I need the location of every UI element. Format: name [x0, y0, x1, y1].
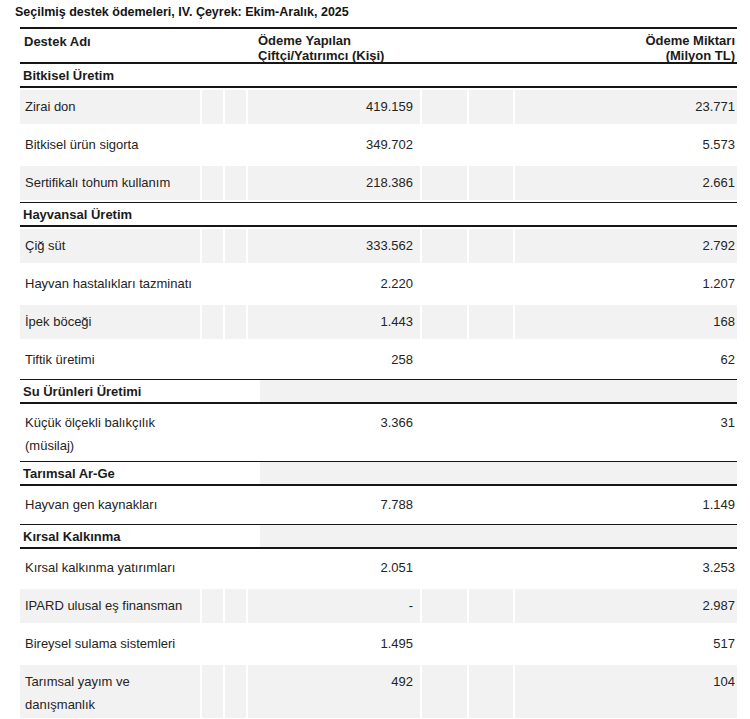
kisi-value: - [409, 598, 413, 613]
support-name: Tiftik üretimi [25, 352, 95, 368]
table-row: Bireysel sulama sistemleri 1.495 517 [20, 625, 737, 663]
section-label: Su Ürünleri Üretimi [23, 384, 141, 399]
support-name-line1: İpek böceği [25, 314, 92, 330]
support-name: Bitkisel ürün sigorta [25, 137, 138, 153]
support-name-line1: Sertifikalı tohum kullanım [25, 175, 170, 191]
table-row: Tarımsal yayım ve danışmanlık 492 104 [20, 663, 737, 719]
support-name: Küçük ölçekli balıkçılık (müsilaj) [25, 415, 155, 454]
kisi-value: 492 [391, 674, 413, 689]
support-name: Sertifikalı tohum kullanım [25, 175, 170, 191]
col-header-odeme-miktari-line2: (Milyon TL) [645, 49, 735, 64]
table-title: Seçilmiş destek ödemeleri, IV. Çeyrek: E… [15, 5, 349, 19]
support-name-line1: Tarımsal yayım ve [25, 674, 130, 690]
miktar-value: 62 [721, 352, 735, 367]
col-header-odeme-yapilan-line1: Ödeme Yapılan [258, 34, 384, 49]
support-name: Hayvan gen kaynakları [25, 497, 157, 513]
section-header-row: Tarımsal Ar-Ge [20, 461, 737, 486]
support-name-line1: IPARD ulusal eş finansman [25, 598, 182, 614]
column-header-row: Destek Adı Ödeme Yapılan Çiftçi/Yatırımc… [20, 27, 737, 63]
section-header-row: Su Ürünleri Üretimi [20, 379, 737, 404]
col-header-odeme-miktari-line1: Ödeme Miktarı [645, 34, 735, 49]
support-name-line1: Küçük ölçekli balıkçılık [25, 415, 155, 431]
support-name: Hayvan hastalıkları tazminatı [25, 276, 192, 292]
section-label: Kırsal Kalkınma [23, 529, 121, 544]
section-label: Bitkisel Üretim [23, 68, 114, 83]
section-header-row: Hayvansal Üretim [20, 202, 737, 227]
support-name: Zirai don [25, 99, 76, 115]
section-label: Hayvansal Üretim [23, 207, 132, 222]
support-name-line1: Tiftik üretimi [25, 352, 95, 368]
kisi-value: 258 [391, 352, 413, 367]
support-payments-table: Destek Adı Ödeme Yapılan Çiftçi/Yatırımc… [20, 27, 737, 719]
miktar-value: 2.661 [702, 175, 735, 190]
miktar-value: 104 [713, 674, 735, 689]
support-name: Kırsal kalkınma yatırımları [25, 560, 175, 576]
table-row: Çiğ süt 333.562 2.792 [20, 227, 737, 265]
miktar-value: 23.771 [695, 99, 735, 114]
support-name-line1: Hayvan hastalıkları tazminatı [25, 276, 192, 292]
miktar-value: 2.987 [702, 598, 735, 613]
support-name-line1: Bireysel sulama sistemleri [25, 636, 175, 652]
support-name: Tarımsal yayım ve danışmanlık [25, 674, 130, 713]
table-row: Hayvan hastalıkları tazminatı 2.220 1.207 [20, 265, 737, 303]
miktar-value: 517 [713, 636, 735, 651]
table-row: Bitkisel ürün sigorta 349.702 5.573 [20, 126, 737, 164]
table-row: Küçük ölçekli balıkçılık (müsilaj) 3.366 31 [20, 404, 737, 461]
table-row: Kırsal kalkınma yatırımları 2.051 3.253 [20, 549, 737, 587]
miktar-value: 168 [713, 314, 735, 329]
support-name-line1: Hayvan gen kaynakları [25, 497, 157, 513]
kisi-value: 2.051 [380, 560, 413, 575]
table-row: Tiftik üretimi 258 62 [20, 341, 737, 379]
kisi-value: 7.788 [380, 497, 413, 512]
miktar-value: 1.207 [702, 276, 735, 291]
kisi-value: 333.562 [366, 238, 413, 253]
support-name-line1: Kırsal kalkınma yatırımları [25, 560, 175, 576]
miktar-value: 3.253 [702, 560, 735, 575]
table-row: IPARD ulusal eş finansman - 2.987 [20, 587, 737, 625]
section-header-row: Kırsal Kalkınma [20, 524, 737, 549]
kisi-value: 3.366 [380, 415, 413, 430]
support-name: IPARD ulusal eş finansman [25, 598, 182, 614]
support-name-line2: danışmanlık [25, 697, 130, 713]
col-header-odeme-yapilan-line2: Çiftçi/Yatırımcı (Kişi) [258, 49, 384, 64]
table-row: İpek böceği 1.443 168 [20, 303, 737, 341]
support-name: Bireysel sulama sistemleri [25, 636, 175, 652]
support-name-line1: Zirai don [25, 99, 76, 115]
miktar-value: 5.573 [702, 137, 735, 152]
miktar-value: 1.149 [702, 497, 735, 512]
support-name-line1: Çiğ süt [25, 238, 65, 254]
kisi-value: 218.386 [366, 175, 413, 190]
support-name: İpek böceği [25, 314, 92, 330]
table-body: Bitkisel Üretim Zirai don 419.159 23.771 Bit… [20, 63, 737, 719]
kisi-value: 419.159 [366, 99, 413, 114]
kisi-value: 349.702 [366, 137, 413, 152]
kisi-value: 1.443 [380, 314, 413, 329]
support-name-line2: (müsilaj) [25, 438, 155, 454]
kisi-value: 2.220 [380, 276, 413, 291]
table-row: Sertifikalı tohum kullanım 218.386 2.661 [20, 164, 737, 202]
col-header-odeme-miktari: Ödeme Miktarı (Milyon TL) [645, 34, 735, 63]
table-row: Zirai don 419.159 23.771 [20, 88, 737, 126]
support-name: Çiğ süt [25, 238, 65, 254]
section-header-row: Bitkisel Üretim [20, 63, 737, 88]
table-row: Hayvan gen kaynakları 7.788 1.149 [20, 486, 737, 524]
col-header-odeme-yapilan: Ödeme Yapılan Çiftçi/Yatırımcı (Kişi) [258, 34, 384, 63]
miktar-value: 2.792 [702, 238, 735, 253]
support-name-line1: Bitkisel ürün sigorta [25, 137, 138, 153]
miktar-value: 31 [721, 415, 735, 430]
kisi-value: 1.495 [380, 636, 413, 651]
report-page: Seçilmiş destek ödemeleri, IV. Çeyrek: E… [0, 0, 750, 719]
section-label: Tarımsal Ar-Ge [23, 466, 115, 481]
col-header-destek-adi: Destek Adı [24, 35, 91, 50]
